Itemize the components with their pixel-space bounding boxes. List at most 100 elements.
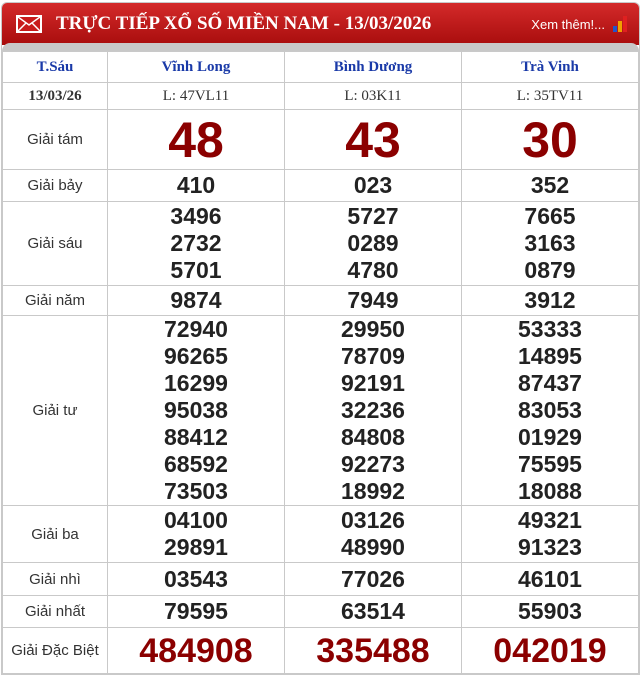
winning-number: 95038 <box>164 397 228 423</box>
prize-cell: 335488 <box>284 627 462 674</box>
winning-number: 77026 <box>341 565 405 592</box>
winning-number: 410 <box>176 172 216 198</box>
prize-label: Giải năm <box>2 285 108 316</box>
prize-row: Giải Đặc Biệt 484908 335488 042019 <box>2 627 639 674</box>
prize-label: Giải tám <box>2 109 108 170</box>
prize-cell: 410 <box>107 169 285 202</box>
prize-cell: 3496 2732 5701 <box>107 201 285 286</box>
code-row: 13/03/26 L: 47VL11 L: 03K11 L: 35TV11 <box>2 82 639 110</box>
prize-cell: 03543 <box>107 562 285 596</box>
winning-number: 32236 <box>341 397 405 423</box>
winning-number: 29950 <box>341 316 405 342</box>
prize-label: Giải ba <box>2 505 108 563</box>
prize-cell: 9874 <box>107 285 285 316</box>
prize-cell: 7949 <box>284 285 462 316</box>
page-title: TRỰC TIẾP XỔ SỐ MIỀN NAM - 13/03/2026 <box>56 13 432 34</box>
prize-cell: 042019 <box>461 627 639 674</box>
winning-number: 352 <box>530 172 570 198</box>
prize-cell: 55903 <box>461 595 639 628</box>
ticket-code: L: 47VL11 <box>107 82 285 110</box>
see-more-link[interactable]: Xem thêm!... <box>531 16 605 32</box>
winning-number: 3496 <box>170 203 222 229</box>
winning-number: 042019 <box>493 631 607 670</box>
province-name[interactable]: Bình Dương <box>284 51 462 83</box>
winning-number: 29891 <box>164 534 228 560</box>
prize-label: Giải bảy <box>2 169 108 202</box>
winning-number: 335488 <box>316 631 430 670</box>
winning-number: 48 <box>168 111 224 168</box>
winning-number: 5727 <box>347 203 399 229</box>
winning-number: 9874 <box>170 287 222 313</box>
winning-number: 4780 <box>347 257 399 283</box>
prize-row: Giải tư 72940 96265 16299 95038 88412 68592 735… <box>2 315 639 506</box>
prize-cell: 03126 48990 <box>284 505 462 563</box>
province-header-row: T.Sáu Vĩnh Long Bình Dương Trà Vinh <box>2 51 639 83</box>
winning-number: 53333 <box>518 316 582 342</box>
prize-cell: 48 <box>107 109 285 170</box>
winning-number: 484908 <box>139 631 253 670</box>
winning-number: 5701 <box>170 257 222 283</box>
prize-cell: 04100 29891 <box>107 505 285 563</box>
prize-cell: 72940 96265 16299 95038 88412 68592 73503 <box>107 315 285 506</box>
ticket-code: L: 03K11 <box>284 82 462 110</box>
winning-number: 18088 <box>518 478 582 504</box>
prize-label: Giải nhất <box>2 595 108 628</box>
prize-row: Giải năm 9874 7949 3912 <box>2 285 639 316</box>
winning-number: 04100 <box>164 507 228 533</box>
prize-cell: 49321 91323 <box>461 505 639 563</box>
results-table: T.Sáu Vĩnh Long Bình Dương Trà Vinh 13/0… <box>2 51 639 674</box>
winning-number: 78709 <box>341 343 405 369</box>
winning-number: 87437 <box>518 370 582 396</box>
winning-number: 68592 <box>164 451 228 477</box>
winning-number: 91323 <box>518 534 582 560</box>
winning-number: 16299 <box>164 370 228 396</box>
prize-cell: 46101 <box>461 562 639 596</box>
prize-cell: 53333 14895 87437 83053 01929 75595 18088 <box>461 315 639 506</box>
mail-icon <box>16 15 42 33</box>
winning-number: 92191 <box>341 370 405 396</box>
prize-cell: 7665 3163 0879 <box>461 201 639 286</box>
winning-number: 84808 <box>341 424 405 450</box>
winning-number: 7665 <box>524 203 576 229</box>
prize-row: Giải nhì 03543 77026 46101 <box>2 562 639 596</box>
prize-row: Giải bảy 410 023 352 <box>2 169 639 202</box>
day-label: T.Sáu <box>2 51 108 83</box>
prize-cell: 30 <box>461 109 639 170</box>
winning-number: 3163 <box>524 230 576 256</box>
chart-icon[interactable] <box>613 16 627 32</box>
winning-number: 46101 <box>518 565 582 592</box>
winning-number: 49321 <box>518 507 582 533</box>
winning-number: 18992 <box>341 478 405 504</box>
prize-label: Giải nhì <box>2 562 108 596</box>
ticket-code: L: 35TV11 <box>461 82 639 110</box>
prize-row: Giải nhất 79595 63514 55903 <box>2 595 639 628</box>
winning-number: 96265 <box>164 343 228 369</box>
header-bar: TRỰC TIẾP XỔ SỐ MIỀN NAM - 13/03/2026 Xe… <box>2 3 639 51</box>
prize-cell: 43 <box>284 109 462 170</box>
province-name[interactable]: Trà Vinh <box>461 51 639 83</box>
winning-number: 92273 <box>341 451 405 477</box>
winning-number: 88412 <box>164 424 228 450</box>
winning-number: 2732 <box>170 230 222 256</box>
winning-number: 72940 <box>164 316 228 342</box>
prize-label: Giải Đặc Biệt <box>2 627 108 674</box>
prize-cell: 29950 78709 92191 32236 84808 92273 18992 <box>284 315 462 506</box>
prize-cell: 5727 0289 4780 <box>284 201 462 286</box>
prize-cell: 77026 <box>284 562 462 596</box>
prize-cell: 352 <box>461 169 639 202</box>
province-name[interactable]: Vĩnh Long <box>107 51 285 83</box>
winning-number: 75595 <box>518 451 582 477</box>
winning-number: 73503 <box>164 478 228 504</box>
prize-row: Giải ba 04100 29891 03126 48990 49321 91323 <box>2 505 639 563</box>
prize-row: Giải sáu 3496 2732 5701 5727 0289 4780 7665 3163… <box>2 201 639 286</box>
prize-label: Giải tư <box>2 315 108 506</box>
prize-cell: 63514 <box>284 595 462 628</box>
winning-number: 14895 <box>518 343 582 369</box>
prize-cell: 023 <box>284 169 462 202</box>
winning-number: 03543 <box>164 565 228 592</box>
prize-cell: 484908 <box>107 627 285 674</box>
prize-cell: 79595 <box>107 595 285 628</box>
winning-number: 79595 <box>164 598 228 624</box>
prize-label: Giải sáu <box>2 201 108 286</box>
